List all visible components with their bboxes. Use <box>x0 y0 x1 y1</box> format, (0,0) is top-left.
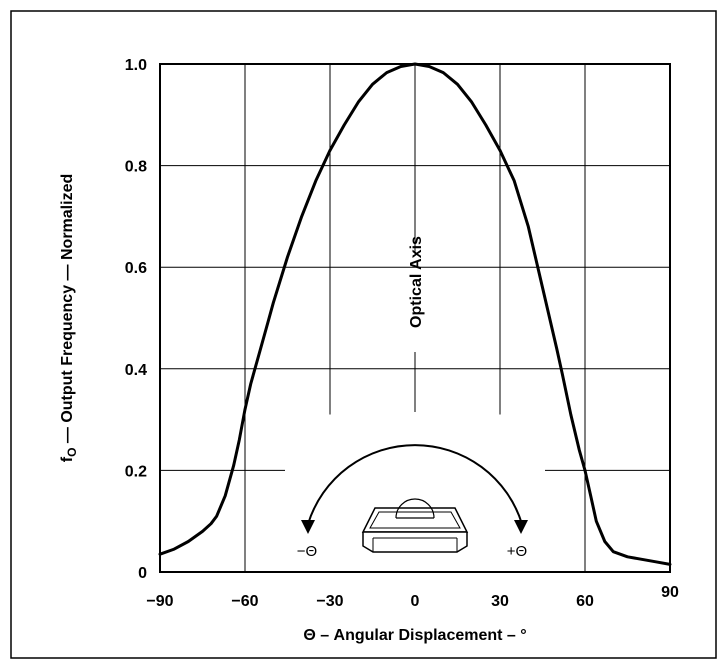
y-tick-label: 0.2 <box>125 463 147 480</box>
y-tick-label: 0 <box>138 565 147 582</box>
sensor-body-side <box>362 532 468 553</box>
y-axis-title-rest: — Output Frequency — Normalized <box>59 174 76 448</box>
grid <box>160 64 670 572</box>
x-tick-label: 60 <box>576 593 594 610</box>
outer-frame <box>10 10 717 659</box>
x-tick-label: −30 <box>316 593 343 610</box>
y-axis-title-main: f <box>59 456 76 462</box>
y-tick-label: 0.8 <box>125 159 147 176</box>
y-axis-title-subscript: O <box>65 448 79 457</box>
y-tick-label: 0.4 <box>125 362 147 379</box>
rotation-arc <box>307 444 523 525</box>
x-tick-label: 30 <box>491 593 509 610</box>
plus-theta-label: +Θ <box>507 543 527 560</box>
sensor-body-inset <box>369 511 461 529</box>
sensor-lens <box>395 498 435 519</box>
x-tick-label: −90 <box>146 593 173 610</box>
sensor-diagram <box>301 444 528 553</box>
y-axis-ticks: 0 0.2 0.4 0.6 0.8 1.0 <box>125 57 147 582</box>
series-layer <box>158 62 672 566</box>
right-arrowhead <box>514 520 528 534</box>
y-tick-label: 0.6 <box>125 260 147 277</box>
optical-axis-label: Optical Axis <box>408 236 425 328</box>
y-axis-title: fO — Output Frequency — Normalized <box>59 174 79 462</box>
left-arrowhead <box>301 520 315 534</box>
x-tick-label: 0 <box>411 593 420 610</box>
y-tick-label: 1.0 <box>125 57 147 74</box>
x-axis-title: Θ – Angular Displacement – ° <box>303 627 526 644</box>
x-axis-ticks: −90 −60 −30 0 30 60 90 <box>146 584 679 610</box>
x-tick-label: 90 <box>661 584 679 601</box>
x-tick-label: −60 <box>231 593 258 610</box>
minus-theta-label: −Θ <box>297 543 317 560</box>
series-line <box>158 62 672 566</box>
